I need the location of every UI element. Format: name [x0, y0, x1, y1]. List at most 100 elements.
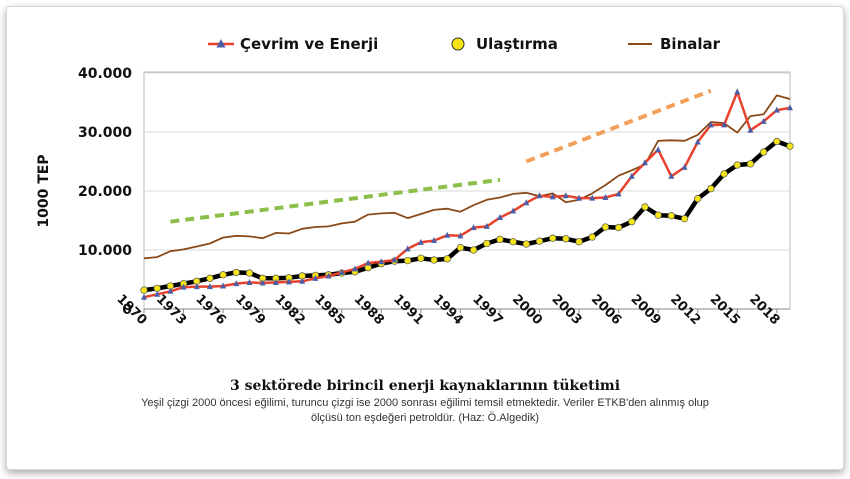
data-point [641, 203, 649, 211]
data-point [721, 121, 728, 128]
data-point [272, 278, 279, 285]
data-point [707, 184, 715, 193]
data-point [153, 284, 161, 293]
data-point [602, 193, 609, 200]
data-point [470, 224, 477, 231]
data-point [667, 212, 675, 220]
data-point [522, 240, 530, 248]
data-point [707, 121, 714, 128]
data-point [193, 283, 200, 290]
data-point [457, 232, 464, 239]
data-point [628, 172, 635, 179]
data-point [746, 160, 755, 168]
legend-label: Ulaştırma [476, 35, 558, 53]
data-point [549, 234, 557, 242]
y-tick-label: 0 [122, 302, 132, 318]
data-point [469, 246, 478, 254]
data-point [786, 142, 794, 150]
caption-line-2: ölçüsü ton eşdeğeri petroldür. (Haz: Ö.A… [310, 412, 540, 424]
data-point [233, 280, 240, 287]
data-point [535, 237, 544, 245]
data-point [759, 148, 768, 156]
data-point [496, 235, 504, 244]
series-line [143, 90, 791, 299]
data-point [141, 293, 147, 300]
data-point [734, 88, 741, 95]
data-point [232, 268, 240, 277]
data-point [668, 172, 675, 179]
data-point [628, 218, 636, 226]
data-point [391, 256, 398, 263]
data-point [562, 235, 570, 243]
data-point [431, 237, 438, 244]
y-tick-label: 20.000 [78, 184, 132, 200]
data-point [220, 282, 227, 289]
data-point [245, 269, 254, 277]
data-point [219, 271, 227, 279]
caption-line-1: Yeşil çizgi 2000 öncesi eğilimi, turuncu… [141, 397, 709, 409]
data-point [444, 231, 451, 238]
data-point [681, 163, 688, 170]
data-point [760, 117, 767, 124]
data-point [588, 233, 596, 241]
data-point [351, 265, 358, 272]
data-point [589, 194, 596, 201]
data-point [614, 223, 623, 232]
data-point [496, 214, 503, 221]
data-point [654, 211, 662, 219]
data-point [576, 194, 583, 201]
trend-line [525, 88, 712, 164]
data-point [206, 283, 213, 290]
data-point [523, 199, 530, 206]
y-axis-label: 1000 TEP [36, 154, 52, 227]
data-point [378, 258, 385, 265]
data-point [338, 268, 345, 275]
data-point [299, 277, 306, 284]
data-point [417, 238, 424, 245]
data-point [773, 137, 781, 146]
series-line [143, 94, 791, 260]
data-point [549, 193, 556, 200]
data-point [365, 259, 372, 266]
legend-marker [216, 39, 226, 48]
trend-line [170, 177, 501, 224]
data-point [259, 279, 266, 286]
legend-marker [451, 37, 465, 51]
data-point [562, 192, 569, 199]
data-point [206, 274, 214, 282]
data-point [417, 254, 425, 262]
data-point [575, 238, 583, 246]
data-point [655, 146, 662, 153]
data-point [509, 238, 517, 246]
data-point [180, 283, 187, 290]
data-point [694, 195, 702, 203]
y-tick-label: 10.000 [78, 243, 132, 259]
data-point [404, 256, 412, 265]
data-point [404, 245, 411, 252]
data-point [430, 256, 438, 264]
data-point [167, 287, 174, 294]
chart-frame [6, 6, 844, 470]
data-point [286, 278, 293, 285]
data-point [787, 104, 793, 111]
data-point [536, 192, 543, 199]
data-point [680, 215, 689, 223]
data-point [325, 272, 332, 279]
data-point [641, 159, 648, 166]
data-point [510, 207, 517, 214]
data-point [720, 170, 728, 178]
data-point [456, 243, 465, 252]
y-tick-label: 30.000 [78, 125, 132, 141]
data-point [443, 255, 451, 263]
data-point [733, 161, 741, 169]
data-point [154, 290, 161, 297]
y-tick-label: 40.000 [78, 66, 132, 82]
data-point [773, 106, 780, 113]
data-point [747, 126, 754, 133]
data-point [601, 223, 610, 231]
data-point [615, 190, 622, 197]
caption-title: 3 sektörede birincil enerji kaynaklarını… [229, 378, 621, 394]
data-point [483, 239, 491, 248]
series-line [143, 139, 791, 293]
data-point [140, 286, 148, 294]
